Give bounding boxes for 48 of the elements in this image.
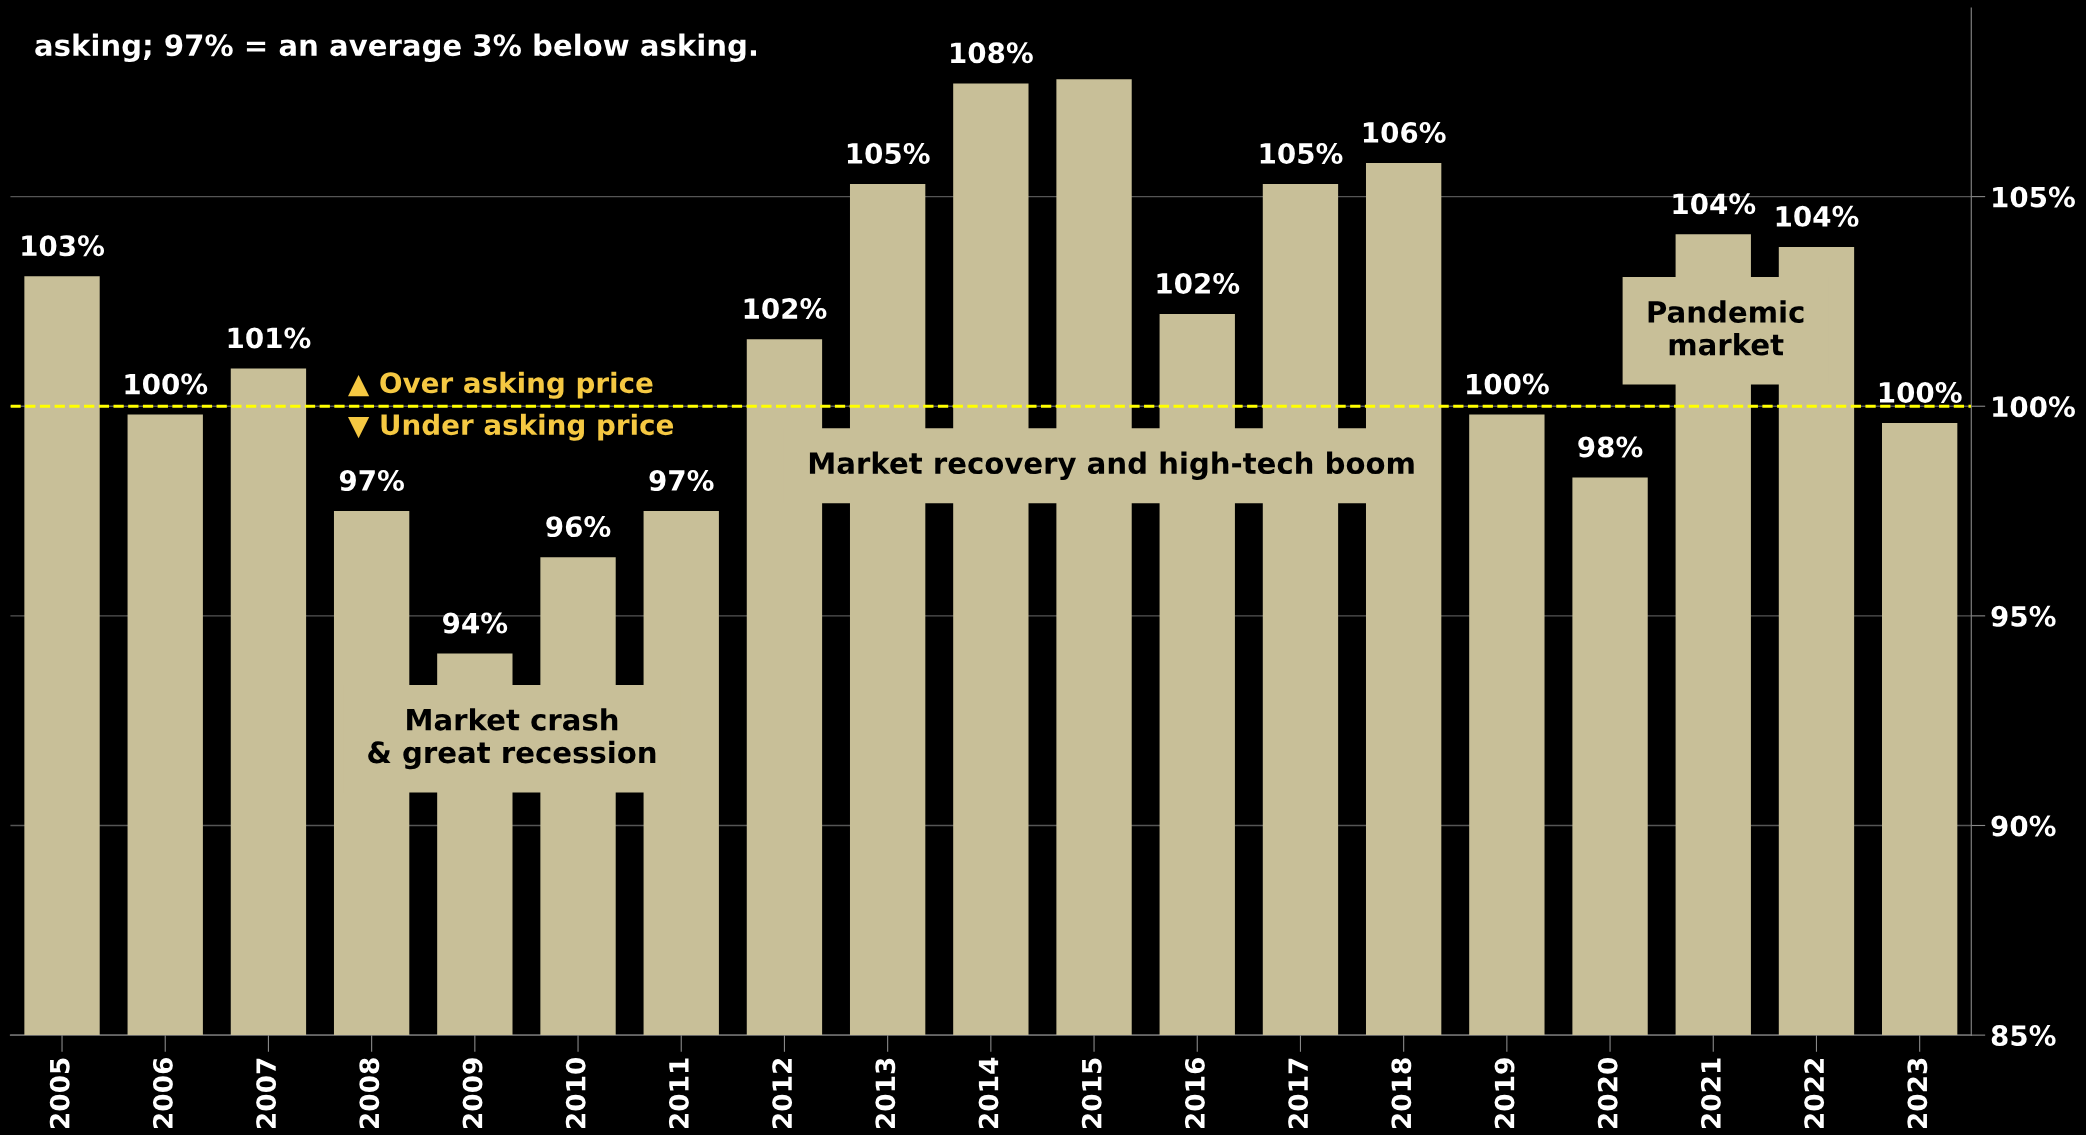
data-label: 100% bbox=[125, 373, 208, 395]
x-tick-label: 2019 bbox=[1494, 1058, 1515, 1128]
x-tick-label: 2022 bbox=[1804, 1058, 1825, 1128]
x-tick-label: 2021 bbox=[1700, 1058, 1721, 1128]
data-label: 104% bbox=[1673, 193, 1756, 215]
x-tick-label: 2013 bbox=[875, 1058, 896, 1128]
data-label: 106% bbox=[1363, 122, 1446, 144]
data-label: 97% bbox=[649, 469, 714, 491]
x-tick-label: 2023 bbox=[1907, 1058, 1928, 1128]
data-label: 102% bbox=[1157, 272, 1240, 294]
data-label: 105% bbox=[1260, 142, 1343, 164]
x-tick-label: 2005 bbox=[49, 1058, 70, 1128]
x-tick-label: 2009 bbox=[462, 1058, 483, 1128]
x-tick-label: 2018 bbox=[1391, 1058, 1412, 1128]
data-label: 97% bbox=[339, 469, 404, 491]
y-tick-label: 85% bbox=[1991, 1025, 2056, 1047]
annotation: Market recovery and high-tech boom bbox=[809, 451, 1414, 480]
x-tick-label: 2020 bbox=[1597, 1057, 1618, 1128]
data-label: 104% bbox=[1776, 205, 1859, 227]
data-label: 94% bbox=[443, 612, 508, 634]
annotation: ▲ Over asking price bbox=[347, 371, 653, 399]
x-tick-label: 2007 bbox=[256, 1058, 277, 1128]
annotation: ▼ Under asking price bbox=[347, 413, 674, 441]
x-tick-label: 2014 bbox=[978, 1057, 999, 1128]
data-label: 100% bbox=[1467, 373, 1549, 395]
annotation: Pandemic market bbox=[1648, 300, 1804, 356]
data-label: 102% bbox=[744, 298, 827, 320]
x-tick-label: 2012 bbox=[772, 1058, 793, 1128]
x-tick-label: 2011 bbox=[668, 1058, 689, 1128]
y-tick-label: 95% bbox=[1991, 605, 2056, 627]
data-label: 108% bbox=[951, 42, 1033, 64]
annotation: asking; 97% = an average 3% below asking. bbox=[35, 33, 757, 63]
data-label: 105% bbox=[847, 142, 930, 164]
x-tick-label: 2016 bbox=[1184, 1058, 1205, 1128]
y-tick-label: 90% bbox=[1991, 815, 2056, 837]
x-tick-label: 2008 bbox=[359, 1058, 380, 1128]
data-label: 98% bbox=[1578, 436, 1643, 458]
x-tick-label: 2006 bbox=[152, 1058, 173, 1128]
x-tick-label: 2010 bbox=[565, 1057, 586, 1128]
data-label: 96% bbox=[546, 516, 611, 538]
x-tick-label: 2017 bbox=[1288, 1058, 1309, 1128]
data-label: 100% bbox=[1879, 381, 1962, 403]
annotation: Market crash & great recession bbox=[368, 708, 656, 770]
data-label: 103% bbox=[22, 235, 105, 257]
x-tick-label: 2015 bbox=[1081, 1058, 1102, 1128]
data-label: 101% bbox=[228, 327, 311, 349]
y-tick-label: 100% bbox=[1993, 396, 2075, 418]
y-tick-label: 105% bbox=[1993, 186, 2075, 208]
